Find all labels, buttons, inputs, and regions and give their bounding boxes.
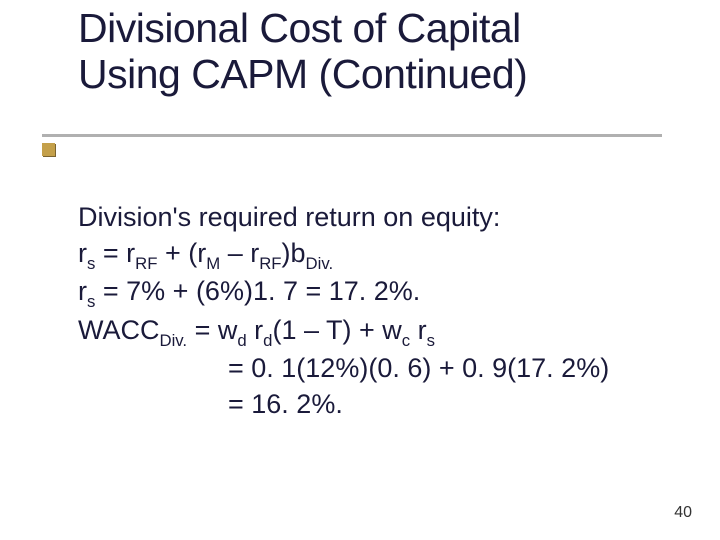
title-line-1: Divisional Cost of Capital <box>78 5 521 51</box>
rs-numeric: rs = 7% + (6%)1. 7 = 17. 2%. <box>78 274 678 312</box>
slide-title: Divisional Cost of Capital Using CAPM (C… <box>78 6 527 98</box>
page-number: 40 <box>674 504 692 522</box>
title-line-2: Using CAPM (Continued) <box>78 51 527 97</box>
wacc-numeric-1: = 0. 1(12%)(0. 6) + 0. 9(17. 2%) <box>78 351 678 387</box>
bullet-square-icon <box>42 143 55 156</box>
rs-formula: rs = rRF + (rM – rRF)bDiv. <box>78 236 678 274</box>
slide-body: Division's required return on equity: rs… <box>78 200 678 422</box>
slide: Divisional Cost of Capital Using CAPM (C… <box>0 0 720 540</box>
wacc-formula: WACCDiv. = wd rd(1 – T) + wc rs <box>78 313 678 351</box>
title-text: Divisional Cost of Capital Using CAPM (C… <box>78 6 527 98</box>
wacc-numeric-2: = 16. 2%. <box>78 387 678 423</box>
body-intro: Division's required return on equity: <box>78 200 678 236</box>
title-rule <box>42 134 662 137</box>
